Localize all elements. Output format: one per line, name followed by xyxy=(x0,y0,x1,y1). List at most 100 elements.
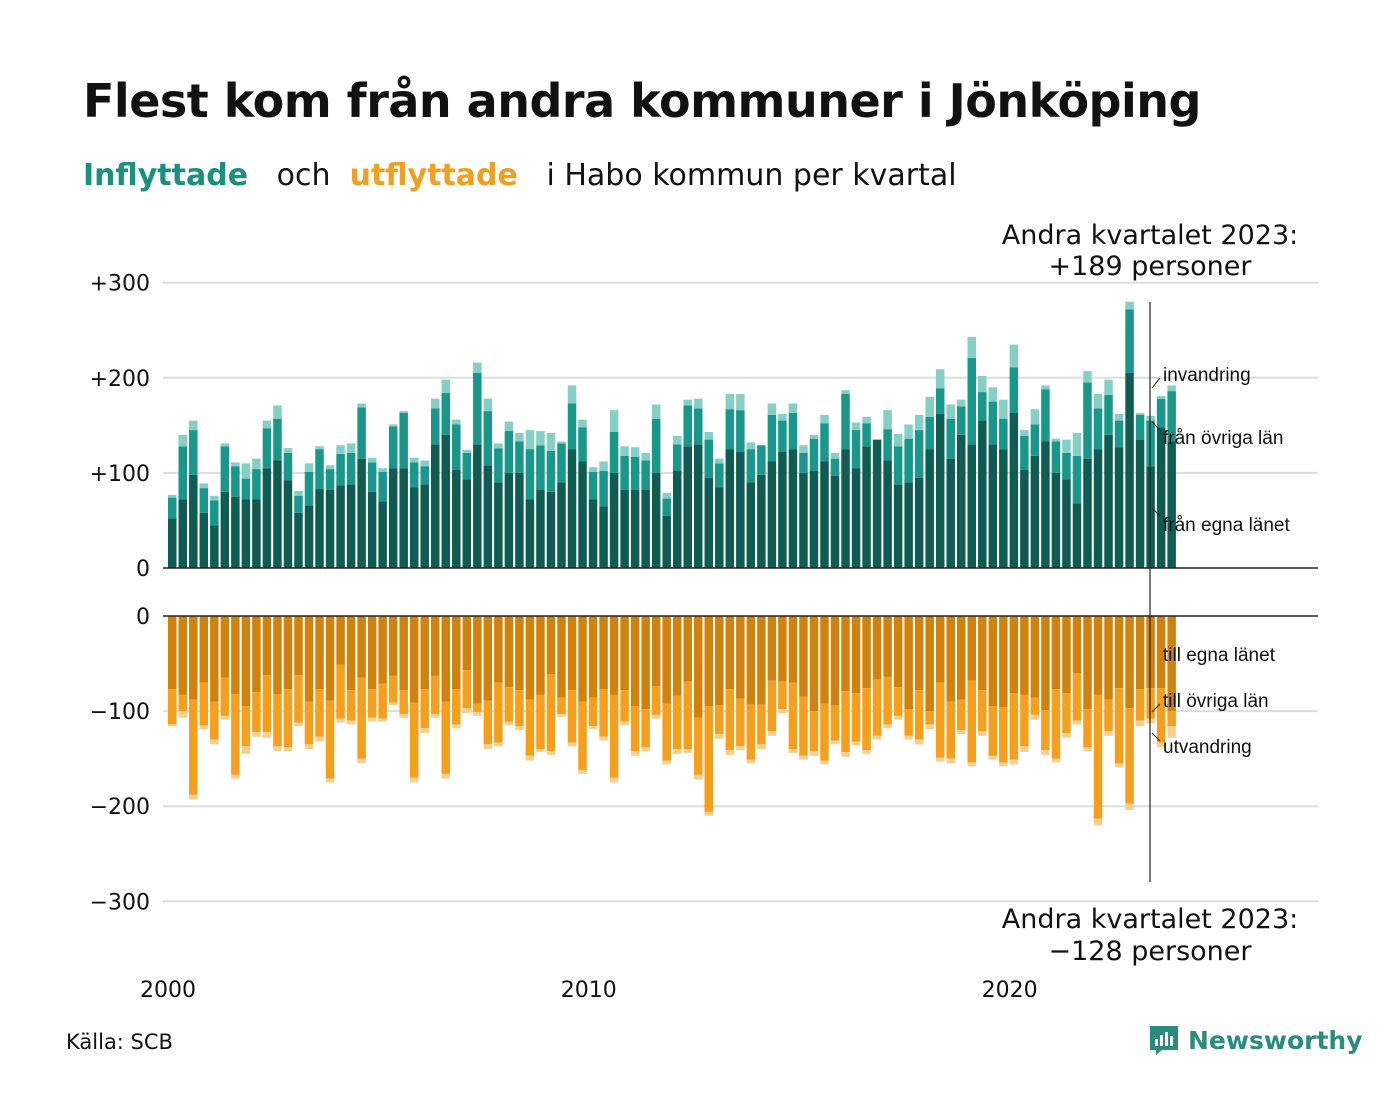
y-tick-label: −200 xyxy=(90,795,150,820)
bar-outflow xyxy=(588,726,598,730)
bar-inflow xyxy=(252,469,261,500)
bar-inflow xyxy=(988,401,998,445)
bar-outflow xyxy=(651,714,661,719)
bar-outflow xyxy=(1030,697,1040,715)
bar-outflow xyxy=(1167,616,1176,712)
bar-inflow xyxy=(830,475,840,568)
bar-outflow xyxy=(599,616,608,690)
bar-inflow xyxy=(557,443,566,483)
bar-outflow xyxy=(841,691,850,752)
bar-outflow xyxy=(715,616,724,706)
bar-outflow xyxy=(683,616,692,682)
bar-outflow xyxy=(452,689,461,725)
bar-inflow xyxy=(1030,455,1040,568)
bar-outflow xyxy=(1009,693,1019,760)
bar-outflow xyxy=(536,749,545,752)
bar-inflow xyxy=(935,413,945,568)
bar-outflow xyxy=(357,616,366,678)
bar-inflow xyxy=(336,445,345,454)
bar-inflow xyxy=(431,398,440,409)
bar-outflow xyxy=(546,616,556,675)
bar-inflow xyxy=(736,410,745,452)
bar-outflow xyxy=(178,711,188,718)
bar-inflow xyxy=(641,452,650,461)
bar-inflow xyxy=(662,498,671,516)
bar-inflow xyxy=(704,432,714,440)
bar-inflow xyxy=(388,468,398,568)
bar-inflow xyxy=(1114,420,1124,448)
bar-inflow xyxy=(715,487,724,568)
bar-outflow xyxy=(925,711,934,725)
bar-outflow xyxy=(935,616,945,683)
bar-outflow xyxy=(294,722,303,727)
bar-inflow xyxy=(462,479,472,568)
bar-outflow xyxy=(1041,750,1050,755)
bar-inflow xyxy=(304,463,314,472)
bar-inflow xyxy=(1093,449,1103,568)
bar-outflow xyxy=(431,675,440,714)
bar-outflow xyxy=(872,735,882,740)
bar-outflow xyxy=(367,616,377,690)
bar-inflow xyxy=(1041,441,1050,568)
bar-outflow xyxy=(830,740,840,745)
bar-inflow xyxy=(641,460,650,491)
bar-inflow xyxy=(799,452,808,473)
bar-inflow xyxy=(178,434,188,447)
bar-inflow xyxy=(273,405,282,419)
bar-inflow xyxy=(1051,438,1061,442)
bar-inflow xyxy=(409,462,419,488)
bar-inflow xyxy=(1072,455,1082,504)
bar-outflow xyxy=(515,690,524,727)
bar-inflow xyxy=(231,466,240,497)
bar-outflow xyxy=(1020,694,1029,747)
bar-inflow xyxy=(536,445,545,491)
bar-outflow xyxy=(935,682,945,758)
bar-inflow xyxy=(178,446,188,500)
bar-outflow xyxy=(1020,746,1029,752)
bar-outflow xyxy=(946,701,955,759)
bar-outflow xyxy=(178,694,188,712)
bar-inflow xyxy=(893,484,903,568)
series-label-invandring: invandring xyxy=(1163,365,1251,386)
bar-outflow xyxy=(536,694,545,750)
bar-inflow xyxy=(672,444,682,471)
leader-line xyxy=(1151,732,1161,742)
bar-outflow xyxy=(473,616,482,704)
bar-outflow xyxy=(630,616,640,707)
bar-outflow xyxy=(694,616,703,718)
bar-outflow xyxy=(483,744,493,750)
bar-inflow xyxy=(1146,415,1155,421)
bar-outflow xyxy=(820,703,829,761)
series-label-till-ovriga-lan: till övriga län xyxy=(1163,691,1269,712)
bar-inflow xyxy=(883,460,892,568)
bar-outflow xyxy=(483,616,493,701)
bar-inflow xyxy=(462,452,472,480)
bar-inflow xyxy=(262,420,272,429)
bar-outflow xyxy=(199,725,209,730)
bar-outflow xyxy=(641,747,650,752)
bar-outflow xyxy=(294,616,303,675)
bar-inflow xyxy=(168,494,177,498)
bar-outflow xyxy=(946,616,955,702)
bar-inflow xyxy=(746,482,756,568)
bar-outflow xyxy=(483,700,493,745)
bar-inflow xyxy=(1009,344,1019,368)
bar-outflow xyxy=(199,682,209,726)
bar-outflow xyxy=(609,777,619,783)
bar-outflow xyxy=(662,703,671,761)
bar-inflow xyxy=(409,457,419,463)
bar-inflow xyxy=(830,458,840,476)
bar-outflow xyxy=(914,690,924,740)
bar-inflow xyxy=(967,336,977,358)
bar-inflow xyxy=(294,490,303,496)
bar-inflow xyxy=(957,434,966,568)
bar-outflow xyxy=(1135,689,1145,721)
bar-outflow xyxy=(904,735,913,740)
bar-outflow xyxy=(1051,616,1061,690)
bar-outflow xyxy=(367,689,377,718)
annotation-top-line2: +189 personer xyxy=(1048,251,1252,282)
bar-inflow xyxy=(704,477,714,568)
bar-outflow xyxy=(252,732,261,737)
bar-inflow xyxy=(767,414,777,462)
bar-outflow xyxy=(988,755,998,760)
